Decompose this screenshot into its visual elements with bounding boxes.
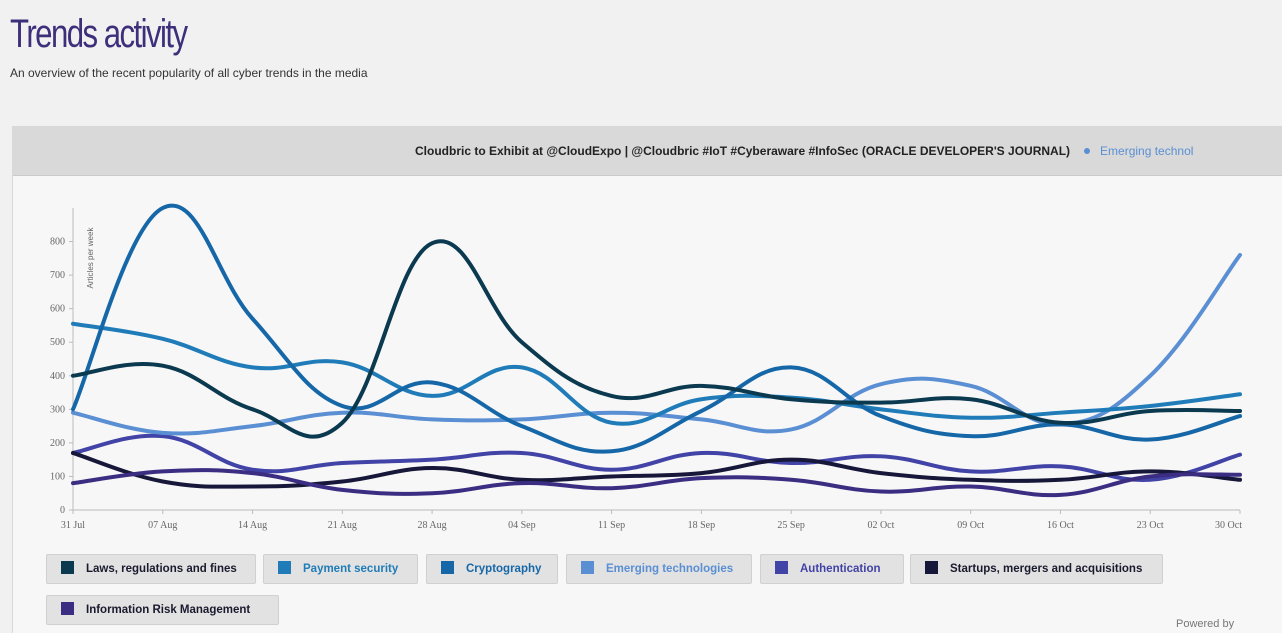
- legend-swatch: [61, 602, 74, 616]
- x-tick-label: 21 Aug: [328, 520, 357, 531]
- x-tick-label: 02 Oct: [867, 520, 894, 531]
- legend-item-cryptography[interactable]: Cryptography: [426, 554, 558, 584]
- news-tag[interactable]: Emerging technol: [1100, 144, 1194, 158]
- legend-label: Authentication: [800, 563, 881, 575]
- legend-swatch: [775, 561, 788, 575]
- page-subtitle: An overview of the recent popularity of …: [10, 66, 368, 80]
- legend-item-authentication[interactable]: Authentication: [760, 554, 904, 584]
- legend-label: Cryptography: [466, 563, 542, 575]
- x-tick-label: 16 Oct: [1047, 520, 1074, 531]
- x-tick-label: 28 Aug: [417, 520, 446, 531]
- y-tick-label: 300: [50, 404, 65, 415]
- x-tick-label: 14 Aug: [238, 520, 267, 531]
- powered-by-label: Powered by: [1176, 618, 1235, 630]
- x-tick-label: 07 Aug: [148, 520, 177, 531]
- y-tick-label: 0: [60, 505, 65, 516]
- series-line-information-risk-management[interactable]: [71, 468, 1242, 498]
- series-line-cryptography[interactable]: [71, 203, 1242, 454]
- legend-item-emerging-technologies[interactable]: Emerging technologies: [566, 554, 752, 584]
- series-line-startups-mergers-and-acquisitions[interactable]: [71, 450, 1242, 489]
- page-title: Trends activity: [10, 12, 188, 56]
- legend-label: Information Risk Management: [86, 604, 251, 616]
- legend-label: Laws, regulations and fines: [86, 563, 237, 575]
- legend-swatch: [581, 561, 594, 575]
- news-ticker[interactable]: Cloudbric to Exhibit at @CloudExpo | @Cl…: [13, 127, 1282, 176]
- legend-swatch: [925, 561, 938, 575]
- legend-item-startups-mergers-and-acquisitions[interactable]: Startups, mergers and acquisitions: [910, 554, 1163, 584]
- chart-axes: 0 100 200 300 400 500 600 700 800 31 Jul 07 Aug 14 …: [50, 208, 1242, 531]
- x-tick-label: 23 Oct: [1137, 520, 1164, 531]
- y-tick-label: 400: [50, 371, 65, 382]
- y-tick-label: 800: [50, 237, 65, 248]
- legend-item-laws-regulations-and-fines[interactable]: Laws, regulations and fines: [46, 554, 256, 584]
- y-tick-label: 200: [50, 438, 65, 449]
- legend-label: Emerging technologies: [606, 563, 734, 575]
- news-headline[interactable]: Cloudbric to Exhibit at @CloudExpo | @Cl…: [415, 144, 1071, 158]
- legend-swatch: [61, 561, 74, 575]
- legend-swatch: [441, 561, 454, 575]
- series-line-payment-security[interactable]: [71, 321, 1242, 426]
- news-dot-icon: [1084, 148, 1091, 155]
- legend-label: Startups, mergers and acquisitions: [950, 563, 1143, 575]
- y-tick-label: 100: [50, 471, 65, 482]
- chart-series: [71, 203, 1242, 498]
- y-tick-label: 500: [50, 337, 65, 348]
- x-tick-label: 11 Sep: [598, 520, 625, 531]
- y-tick-label: 700: [50, 270, 65, 281]
- x-tick-label: 25 Sep: [777, 520, 805, 531]
- x-tick-label: 09 Oct: [957, 520, 984, 531]
- y-axis-label: Articles per week: [86, 227, 95, 289]
- series-line-authentication[interactable]: [71, 433, 1242, 483]
- x-tick-label: 04 Sep: [508, 520, 536, 531]
- chart-panel: Cloudbric to Exhibit at @CloudExpo | @Cl…: [12, 126, 1282, 633]
- x-tick-label: 30 Oct: [1215, 520, 1242, 531]
- legend-label: Payment security: [303, 563, 399, 575]
- x-tick-label: 18 Sep: [688, 520, 716, 531]
- y-tick-label: 600: [50, 304, 65, 315]
- series-line-laws-regulations-and-fines[interactable]: [71, 239, 1242, 439]
- legend-swatch: [278, 561, 291, 575]
- legend-item-payment-security[interactable]: Payment security: [263, 554, 418, 584]
- x-tick-label: 31 Jul: [61, 520, 85, 531]
- legend-item-information-risk-management[interactable]: Information Risk Management: [46, 595, 279, 625]
